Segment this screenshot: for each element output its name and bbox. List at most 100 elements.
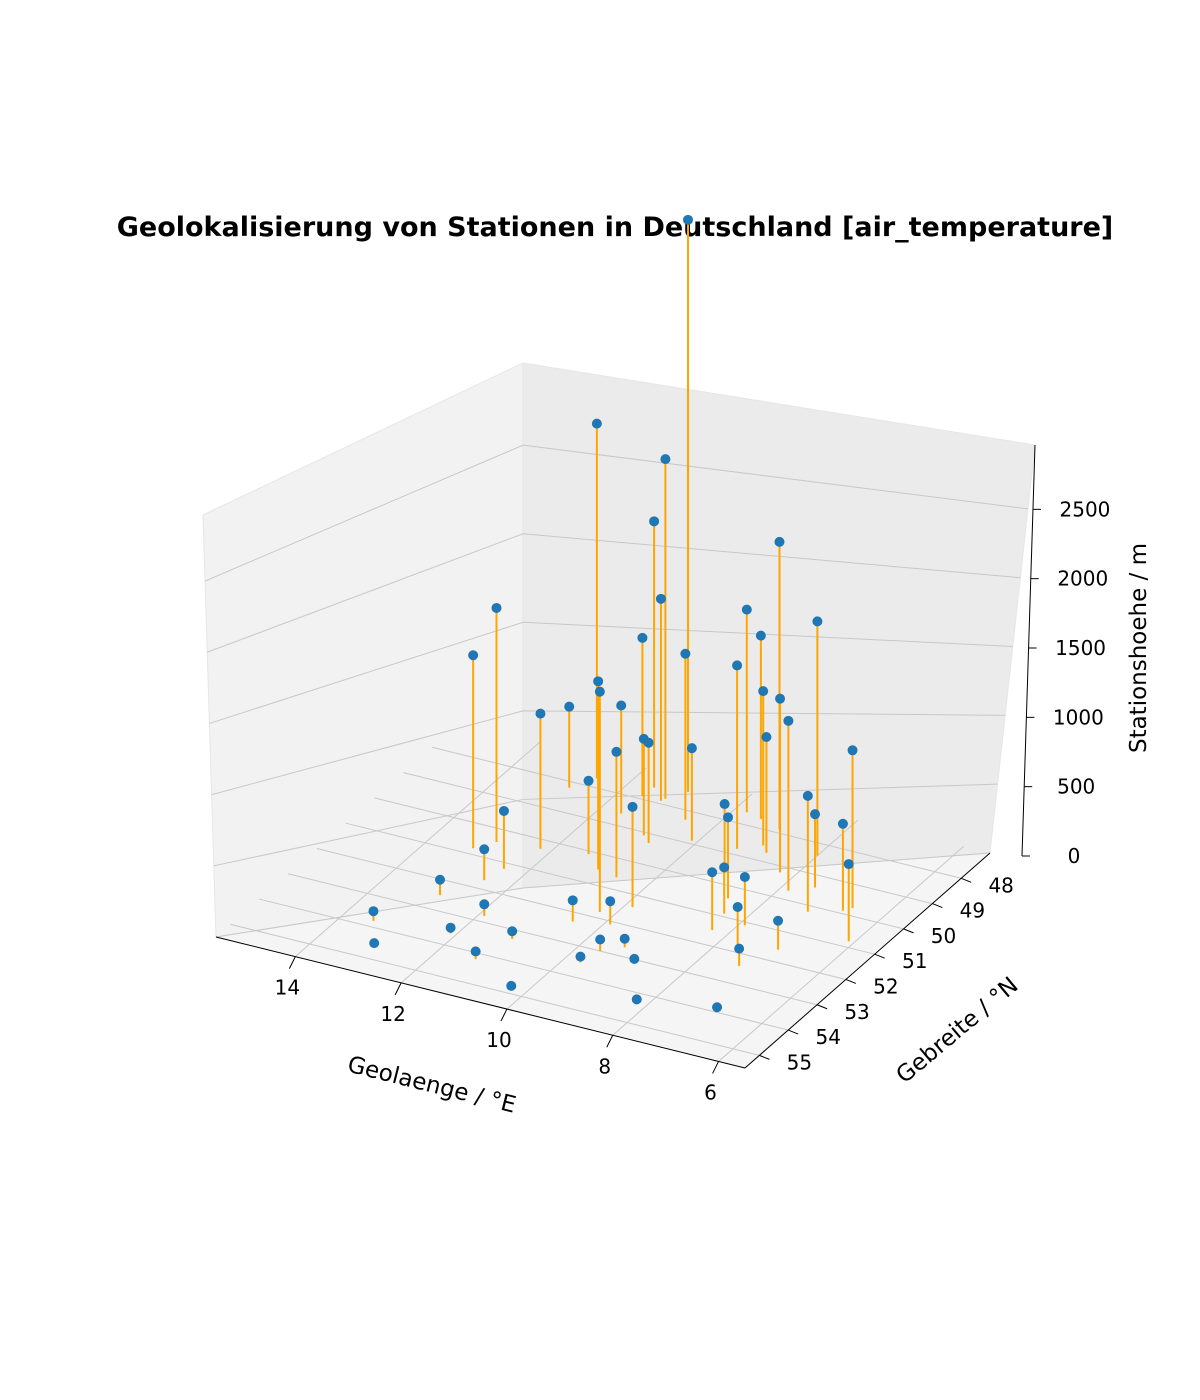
grid-lines	[204, 444, 1029, 1062]
x-tick-mark	[500, 1008, 508, 1022]
x-axis-label: Geolaenge / °E	[345, 1052, 519, 1119]
y-tick-label: 51	[902, 949, 927, 973]
x-gridline	[295, 741, 541, 958]
station-point	[629, 953, 640, 964]
z-tick-label: 1000	[1053, 705, 1104, 729]
z-ticks: 0 500 1000 1500 2000 2500	[1022, 497, 1110, 868]
station-point	[535, 708, 546, 719]
stems	[372, 219, 854, 1010]
y-gridline	[345, 822, 875, 955]
station-point	[631, 994, 642, 1005]
y-tick-mark	[816, 1004, 828, 1010]
z-tick-label: 500	[1057, 775, 1095, 799]
y-tick-mark	[759, 1054, 770, 1060]
back-pane-left	[202, 362, 524, 938]
y-tick-mark	[960, 877, 972, 883]
station-point	[643, 737, 654, 748]
station-point	[605, 896, 616, 907]
station-point	[435, 874, 446, 885]
x-gridline	[718, 846, 964, 1062]
z-gridline	[204, 444, 1029, 582]
y-tick-label: 55	[787, 1050, 812, 1074]
y-axis-label: Gebreite / °N	[892, 972, 1024, 1089]
station-point	[732, 660, 743, 671]
x-tick-mark	[606, 1035, 614, 1048]
station-point	[773, 915, 784, 926]
z-tick-label: 2000	[1057, 567, 1108, 591]
y-axis-line	[744, 852, 991, 1069]
y-tick-label: 48	[988, 873, 1013, 897]
station-point	[445, 922, 456, 933]
y-tick-label: 54	[816, 1025, 841, 1049]
x-tick-label: 6	[704, 1080, 717, 1104]
station-point	[707, 867, 718, 878]
station-point	[637, 632, 648, 643]
chart-title: Geolokalisierung von Stationen in Deutsc…	[117, 212, 1114, 243]
station-point	[506, 980, 517, 991]
station-point	[507, 926, 518, 937]
y-gridline	[374, 797, 904, 930]
y-tick-mark	[903, 928, 914, 934]
x-axis-line	[215, 936, 746, 1069]
x-gridline	[612, 819, 859, 1036]
station-point	[649, 516, 660, 527]
station-point	[479, 899, 490, 910]
y-tick-label: 53	[844, 1000, 869, 1024]
station-point	[479, 844, 490, 855]
z-gridline	[213, 783, 998, 867]
station-point	[368, 906, 379, 917]
y-tick-label: 50	[931, 924, 956, 948]
y-gridline	[316, 847, 847, 980]
y-gridline	[432, 746, 962, 879]
station-point	[719, 799, 730, 810]
x-tick-label: 10	[486, 1028, 511, 1052]
station-point	[616, 700, 627, 711]
station-point	[470, 946, 481, 957]
station-point	[812, 616, 823, 627]
station-point	[680, 648, 691, 659]
points	[368, 214, 858, 1013]
x-tick-mark	[288, 956, 296, 969]
station-point	[655, 593, 666, 604]
station-point	[468, 650, 479, 661]
station-point	[719, 862, 730, 873]
station-point	[802, 790, 813, 801]
station-point	[660, 454, 671, 465]
x-tick-mark	[712, 1061, 719, 1074]
station-point	[712, 1002, 723, 1013]
station-point	[843, 859, 854, 870]
z-axis-label: Stationshoehe / m	[1126, 543, 1152, 753]
station-point	[758, 686, 769, 697]
station-point	[739, 872, 750, 883]
y-gridline	[287, 873, 818, 1006]
station-point	[575, 951, 586, 962]
y-tick-label: 49	[960, 899, 985, 923]
station-point	[755, 630, 766, 641]
station-point	[498, 805, 509, 816]
x-tick-label: 12	[380, 1002, 405, 1026]
station-point	[583, 775, 594, 786]
y-gridline	[403, 772, 933, 905]
station-point	[594, 686, 605, 697]
y-gridline	[230, 923, 760, 1056]
station-point	[491, 602, 502, 613]
station-point	[837, 818, 848, 829]
y-tick-mark	[845, 979, 857, 984]
z-gridline	[211, 710, 1006, 796]
z-gridline	[209, 621, 1013, 724]
station-point	[595, 934, 606, 945]
station-point	[761, 731, 772, 742]
y-tick-mark	[788, 1029, 799, 1035]
x-tick-label: 8	[598, 1054, 611, 1078]
station-point	[732, 901, 743, 912]
y-gridline	[259, 898, 789, 1031]
station-point	[369, 938, 380, 949]
station-point	[611, 746, 622, 757]
x-gridline	[506, 793, 753, 1010]
y-tick-mark	[874, 953, 885, 959]
z-tick-label: 2500	[1060, 497, 1111, 521]
station-point	[619, 933, 630, 944]
x-ticks: 14 12 10 8 6	[275, 956, 719, 1104]
